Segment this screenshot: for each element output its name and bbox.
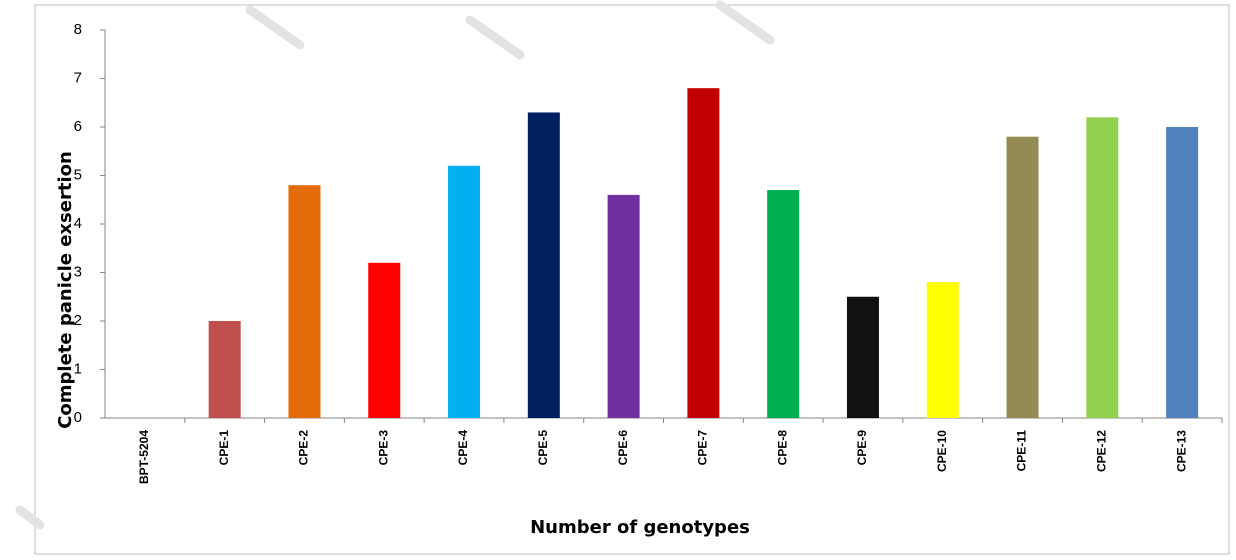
x-tick-label: CPE-12 bbox=[1094, 430, 1108, 472]
bar bbox=[368, 262, 401, 418]
x-tick-label: CPE-7 bbox=[696, 430, 710, 466]
bar bbox=[767, 190, 800, 418]
chart-frame bbox=[34, 4, 1230, 555]
bar bbox=[208, 321, 241, 418]
x-tick-label: CPE-1 bbox=[217, 430, 231, 466]
bar bbox=[1086, 117, 1119, 419]
x-tick-label: BPT-5204 bbox=[137, 430, 151, 484]
x-tick-label: CPE-9 bbox=[855, 430, 869, 466]
y-tick-label: 8 bbox=[74, 21, 82, 38]
x-tick-label: CPE-2 bbox=[297, 430, 311, 466]
bar bbox=[288, 185, 321, 418]
x-tick-label: CPE-10 bbox=[935, 430, 949, 472]
bar bbox=[607, 194, 640, 418]
y-tick-label: 1 bbox=[74, 360, 82, 377]
y-tick-label: 6 bbox=[74, 118, 82, 135]
x-tick-label: CPE-13 bbox=[1174, 430, 1188, 472]
bar bbox=[687, 88, 720, 418]
x-tick-label: CPE-4 bbox=[456, 430, 470, 466]
y-tick-label: 2 bbox=[74, 312, 82, 329]
x-tick-label: CPE-3 bbox=[376, 430, 390, 466]
x-tick-label: CPE-8 bbox=[775, 430, 789, 466]
y-tick-label: 5 bbox=[74, 166, 82, 183]
bar bbox=[926, 282, 959, 418]
x-tick-label: CPE-6 bbox=[616, 430, 630, 466]
bar bbox=[846, 296, 879, 418]
bar bbox=[1166, 127, 1199, 418]
bar bbox=[1006, 136, 1039, 418]
y-tick-label: 7 bbox=[74, 69, 82, 86]
y-tick-label: 0 bbox=[74, 409, 82, 426]
y-tick-label: 4 bbox=[74, 215, 82, 232]
watermark bbox=[15, 0, 775, 530]
y-tick-label: 3 bbox=[74, 263, 82, 280]
bar bbox=[448, 165, 481, 418]
x-tick-label: CPE-5 bbox=[536, 430, 550, 466]
x-tick-label: CPE-11 bbox=[1015, 430, 1029, 472]
x-axis-title: Number of genotypes bbox=[530, 517, 750, 538]
y-axis-title: Complete panicle exsertion bbox=[55, 151, 76, 429]
bar bbox=[527, 112, 560, 418]
